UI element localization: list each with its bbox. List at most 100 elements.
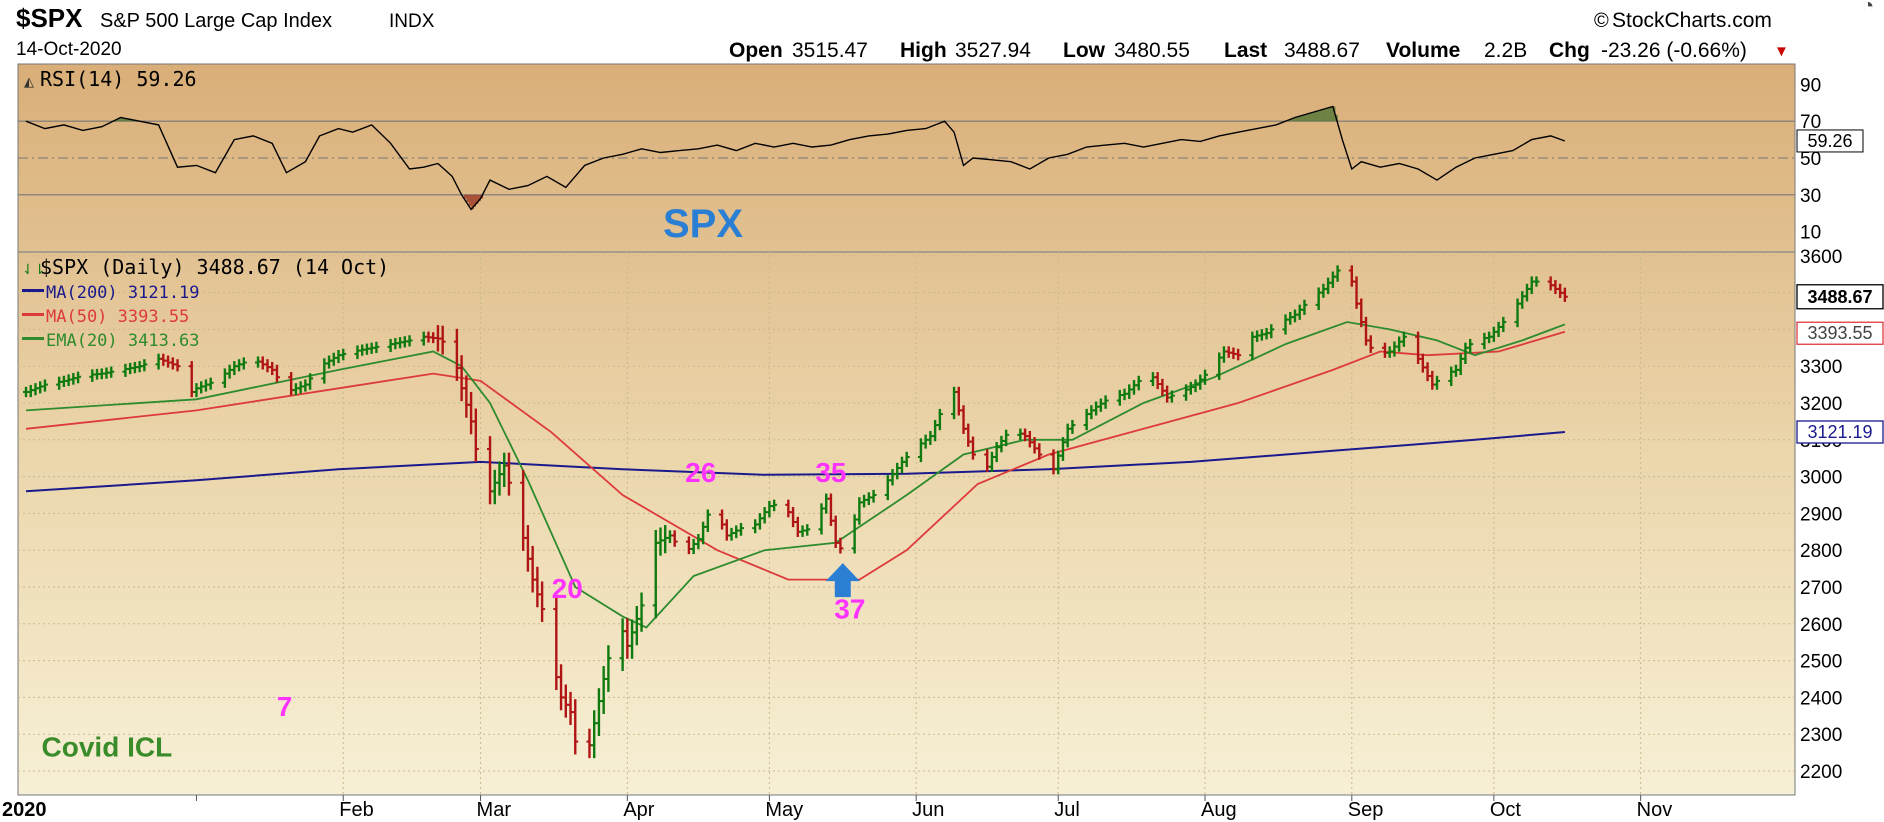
- legend-ema20-swatch: [22, 337, 44, 340]
- cycle-count-label: 37: [834, 593, 865, 624]
- price-panel: 2200230024002500260027002800290030003100…: [18, 247, 1884, 795]
- rsi-oversold-fill: [475, 194, 479, 204]
- open-value: 3515.47: [792, 39, 868, 62]
- legend-ma200: MA(200) 3121.19: [46, 283, 200, 303]
- rsi-oversold-fill: [466, 194, 469, 203]
- rsi-oversold-fill: [463, 194, 467, 199]
- price-badges: 3488.67 3393.55 3121.19: [1796, 284, 1884, 444]
- price-tick-label: 2300: [1800, 725, 1842, 746]
- rsi-overbought-fill: [1318, 110, 1322, 122]
- x-gridlines: [342, 252, 1642, 795]
- x-tick-label: Jul: [1054, 799, 1080, 821]
- rsi-overbought-fill: [1290, 119, 1293, 122]
- last-price-badge-box: [1796, 284, 1884, 310]
- price-legend: ⇃⇂ $SPX (Daily) 3488.67 (14 Oct) MA(200)…: [22, 255, 389, 351]
- price-tick-label: 2500: [1800, 652, 1842, 673]
- x-axis-ticks: 2020 Feb Mar Apr May Jun Jul Aug Sep Oct Nov: [2, 795, 1672, 821]
- rsi-axis-ticks: 90 70 50 30 10: [1800, 75, 1821, 243]
- last-label: Last: [1224, 39, 1267, 62]
- legend-ma50: MA(50) 3393.55: [46, 307, 189, 327]
- rsi-overbought-fill: [1328, 107, 1331, 122]
- rsi-overbought-fill: [1294, 117, 1298, 122]
- rsi-overbought-fill: [1292, 118, 1296, 122]
- cycle-count-label: 20: [552, 573, 583, 604]
- rsi-oversold-fill: [478, 194, 481, 202]
- rsi-panel: 90 70 50 30 10 ◭ RSI(14) 59.26 59.26 SPX: [18, 67, 1864, 246]
- x-tick-label: Jun: [912, 799, 944, 821]
- down-arrow-icon: ▼: [1774, 43, 1789, 60]
- price-tick-label: 3300: [1800, 357, 1842, 378]
- rsi-overbought-fill: [1302, 115, 1305, 122]
- rsi-overbought-fill: [1313, 112, 1317, 122]
- brand: StockCharts.com: [1612, 9, 1772, 32]
- rsi-overbought-fill: [120, 117, 124, 122]
- rsi-overbought-fill: [123, 117, 126, 122]
- plot-background: [17, 63, 1796, 796]
- rsi-gridlines: [18, 120, 1795, 196]
- ma50-badge: 3393.55: [1807, 323, 1872, 343]
- rsi-overbought-fill: [1297, 116, 1300, 122]
- price-tick-label: 2700: [1800, 578, 1842, 599]
- cycle-count-label: 7: [277, 691, 293, 722]
- volume-value: 2.2B: [1484, 39, 1527, 62]
- ma200-line: [25, 431, 1565, 493]
- ma200-badge-box: [1796, 420, 1884, 444]
- covid-icl-label: Covid ICL: [42, 731, 173, 762]
- buy-arrow-icon: [825, 563, 860, 598]
- ema20-line: [25, 321, 1566, 629]
- rsi-overbought-fill: [115, 119, 119, 122]
- legend-ema20: EMA(20) 3413.63: [46, 331, 200, 351]
- legend-ma50-swatch: [22, 313, 44, 316]
- x-tick-label: Sep: [1348, 799, 1384, 821]
- brand-icon: ©: [1594, 10, 1609, 32]
- rsi-value-badge: 59.26: [1807, 131, 1852, 151]
- cycle-count-label: 26: [685, 457, 716, 488]
- price-bars: [23, 265, 1568, 759]
- price-bars-icon: ⇃⇂: [22, 261, 45, 277]
- chg-value: -23.26 (-0.66%): [1601, 39, 1747, 62]
- rsi-overbought-fill: [118, 118, 121, 122]
- legend-ma200-swatch: [22, 289, 44, 292]
- price-tick-label: 2800: [1800, 541, 1842, 562]
- rsi-oversold-fill: [473, 194, 477, 207]
- price-tick-label: 2600: [1800, 615, 1842, 636]
- rsi-legend: RSI(14) 59.26: [40, 67, 197, 91]
- volume-label: Volume: [1386, 39, 1460, 62]
- low-label: Low: [1063, 39, 1106, 62]
- ma50-badge-box: [1796, 321, 1884, 345]
- zoom-icon[interactable]: ◔: [1862, 0, 1874, 17]
- x-tick-label: Oct: [1490, 799, 1522, 821]
- high-value: 3527.94: [955, 39, 1031, 62]
- x-tick-label: 2020: [2, 799, 47, 821]
- rsi-oversold-fill: [471, 194, 474, 210]
- rsi-overbought-fill: [1299, 116, 1303, 122]
- rsi-overbought-fill: [1306, 114, 1310, 122]
- ma50-line: [25, 330, 1566, 581]
- last-price-badge: 3488.67: [1807, 287, 1872, 307]
- rsi-oversold-fill: [468, 194, 472, 206]
- rsi-overbought-fill: [1311, 112, 1315, 122]
- rsi-overbought-fill: [127, 118, 131, 122]
- low-value: 3480.55: [1114, 39, 1190, 62]
- price-tick-label: 3200: [1800, 394, 1842, 415]
- rsi-chart-icon: ◭: [24, 74, 34, 89]
- x-tick-label: May: [765, 799, 803, 821]
- annotations: 7 20 26 35 37 Covid ICL: [42, 457, 866, 762]
- rsi-overbought-fill: [125, 118, 129, 122]
- last-value: 3488.67: [1284, 39, 1360, 62]
- rsi-overbought-fill: [1330, 107, 1334, 122]
- ma200-badge: 3121.19: [1807, 422, 1872, 442]
- chart-date: 14-Oct-2020: [16, 39, 122, 60]
- exchange: INDX: [389, 11, 435, 32]
- x-tick-label: Nov: [1637, 799, 1673, 821]
- rsi-overbought-fill: [1332, 106, 1336, 122]
- rsi-overbought-fill: [1323, 109, 1326, 122]
- x-tick-label: Apr: [623, 799, 654, 821]
- rsi-overbought-fill: [1321, 109, 1324, 122]
- rsi-tick-label: 70: [1800, 112, 1821, 133]
- x-tick-label: Mar: [477, 799, 512, 821]
- price-tick-label: 2900: [1800, 504, 1842, 525]
- cycle-count-label: 35: [815, 457, 846, 488]
- rsi-tick-label: 50: [1800, 149, 1821, 170]
